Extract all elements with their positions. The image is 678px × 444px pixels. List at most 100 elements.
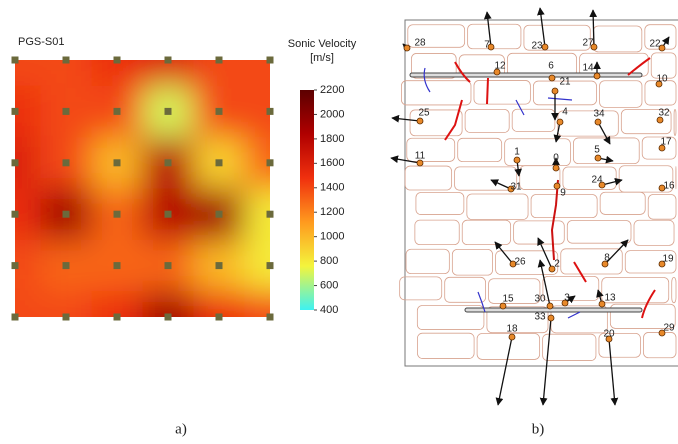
- node-dot: [513, 156, 521, 164]
- colorbar-tick-label: 1200: [320, 206, 344, 218]
- sensor: [215, 107, 223, 115]
- colorbar-tick-label: 1000: [320, 231, 344, 243]
- node-dot: [561, 299, 569, 307]
- colorbar: [300, 90, 314, 310]
- colorbar-tick-label: 600: [320, 279, 338, 291]
- node-label: 6: [548, 61, 554, 72]
- sensor: [266, 107, 274, 115]
- sensor: [266, 262, 274, 270]
- brick: [532, 80, 597, 106]
- node-label: 27: [582, 38, 594, 49]
- sensor: [164, 313, 172, 321]
- node-label: 18: [506, 324, 518, 335]
- brick: [647, 194, 677, 220]
- node-dot: [658, 329, 666, 337]
- vector-arrow: [539, 317, 552, 406]
- brick: [401, 80, 472, 106]
- node-dot: [556, 118, 564, 126]
- node-dot: [487, 43, 495, 51]
- node-dot: [546, 302, 554, 310]
- sensor: [215, 262, 223, 270]
- node-dot: [416, 159, 424, 167]
- brick: [486, 306, 549, 334]
- heat-cell: [40, 60, 92, 86]
- brick: [473, 80, 531, 105]
- brick: [598, 333, 641, 358]
- node-label: 21: [559, 77, 571, 88]
- brick: [495, 250, 559, 275]
- heat-cell: [15, 60, 41, 86]
- brick: [633, 219, 675, 246]
- brick: [644, 80, 677, 106]
- node-label: 5: [594, 145, 600, 156]
- sensor: [266, 56, 274, 64]
- heat-cell: [15, 188, 41, 240]
- heat-cell: [15, 85, 41, 138]
- colorbar-label: Sonic Velocity: [288, 38, 357, 50]
- heat-cell: [91, 291, 143, 317]
- node-label: 19: [662, 254, 674, 265]
- node-dot: [553, 182, 561, 190]
- sensors: [11, 56, 274, 321]
- brick: [650, 52, 677, 79]
- node-dot: [598, 181, 606, 189]
- node-label: 1: [514, 147, 520, 158]
- heat-cell: [244, 85, 270, 138]
- colorbar-tick-label: 1800: [320, 133, 344, 145]
- brick: [414, 219, 460, 246]
- colorbar-tick-label: 1400: [320, 182, 344, 194]
- node-label: 26: [514, 257, 526, 268]
- node-label: 4: [562, 107, 568, 118]
- node-label: 7: [484, 40, 490, 51]
- heat-cell: [244, 239, 270, 292]
- sensor: [11, 56, 19, 64]
- sensor: [164, 210, 172, 218]
- node-dot: [541, 43, 549, 51]
- brick: [476, 333, 541, 360]
- node-dot: [403, 44, 411, 52]
- node-label: 22: [649, 39, 661, 50]
- node-label: 29: [663, 323, 675, 334]
- brick: [404, 165, 453, 191]
- brick: [415, 192, 465, 215]
- node-label: 3: [564, 293, 570, 304]
- node-label: 33: [534, 312, 546, 323]
- node-label: 13: [604, 293, 616, 304]
- brick: [451, 248, 493, 276]
- vector-arrow: [537, 259, 551, 307]
- sensor: [113, 262, 121, 270]
- sensor: [11, 210, 19, 218]
- brick: [542, 333, 597, 361]
- node-label: 12: [494, 61, 506, 72]
- node-dot: [416, 117, 424, 125]
- colorbar-tick-label: 1600: [320, 157, 344, 169]
- sensor: [215, 56, 223, 64]
- heat-cell: [15, 239, 41, 292]
- sensor: [164, 262, 172, 270]
- node-dot: [598, 300, 606, 308]
- brick: [406, 137, 456, 162]
- sensor: [62, 313, 70, 321]
- vector-arrow: [589, 9, 598, 48]
- sensor: [113, 56, 121, 64]
- node-dot: [601, 260, 609, 268]
- node-dot: [658, 260, 666, 268]
- brick: [407, 24, 466, 48]
- brick: [560, 248, 623, 275]
- brick: [519, 165, 561, 190]
- caption: b): [532, 421, 545, 437]
- brick: [466, 193, 529, 220]
- vector-arrow: [494, 241, 514, 265]
- node-dot: [548, 74, 556, 82]
- sensor: [11, 313, 19, 321]
- sensor: [266, 210, 274, 218]
- brick: [444, 276, 486, 303]
- brick: [457, 137, 503, 163]
- brick: [620, 109, 672, 135]
- node-label: 34: [593, 109, 605, 120]
- node-dot: [551, 87, 559, 95]
- caption: a): [175, 421, 187, 437]
- brick: [566, 220, 632, 244]
- heat-cell: [40, 291, 92, 317]
